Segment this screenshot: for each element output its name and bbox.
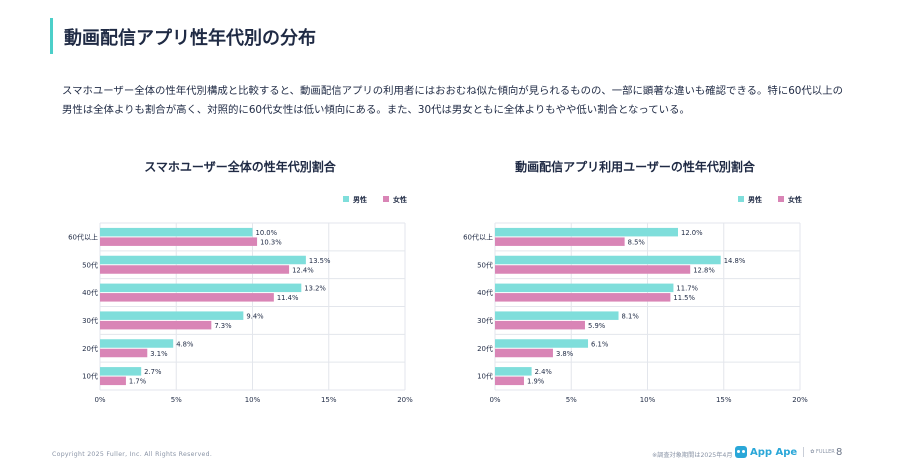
bar-male xyxy=(495,227,678,237)
bar-female xyxy=(495,237,625,246)
category-label: 30代 xyxy=(477,316,493,325)
category-label: 60代以上 xyxy=(68,232,98,241)
category-label: 20代 xyxy=(477,344,493,353)
data-label: 13.5% xyxy=(309,257,331,265)
x-tick-label: 20% xyxy=(397,396,413,404)
chart-all-users: スマホユーザー全体の性年代別割合 0% 5% 10% 15% 20% 60代以上 10.0%… xyxy=(60,150,420,410)
category-label: 10代 xyxy=(477,372,493,381)
fuller-logo-text: ✿ FULLER xyxy=(810,449,835,455)
logo-text: App Ape xyxy=(750,446,798,458)
bar-female xyxy=(100,348,148,358)
bar-male xyxy=(495,255,721,265)
category-label: 40代 xyxy=(82,288,98,297)
bar-female xyxy=(495,265,691,274)
data-label: 3.8% xyxy=(556,350,574,358)
data-label: 2.4% xyxy=(535,368,553,376)
legend-label-female: 女性 xyxy=(393,195,407,204)
data-label: 5.9% xyxy=(588,322,606,330)
legend-swatch-male xyxy=(343,196,349,202)
legend-label-male: 男性 xyxy=(748,195,762,204)
chart-title: 動画配信アプリ利用ユーザーの性年代別割合 xyxy=(515,160,755,174)
x-tick-label: 10% xyxy=(245,396,261,404)
legend-swatch-female xyxy=(778,196,784,202)
bar-female xyxy=(100,237,258,246)
bar-male xyxy=(100,339,174,348)
x-tick-label: 15% xyxy=(321,396,337,404)
bar-female xyxy=(100,376,126,386)
data-label: 8.5% xyxy=(628,238,646,246)
bar-male xyxy=(495,311,619,320)
title-accent-bar xyxy=(50,18,53,54)
data-label: 11.5% xyxy=(673,294,695,302)
x-tick-label: 5% xyxy=(566,396,577,404)
data-label: 12.4% xyxy=(292,266,314,274)
app-ape-logo: App Ape ✿ FULLER xyxy=(735,446,835,458)
chart-svg: 0% 5% 10% 15% 20% 60代以上 10.0%10.3% 50代 13.5%12.4… xyxy=(68,195,413,404)
bar-female xyxy=(495,320,585,330)
data-label: 2.7% xyxy=(144,368,162,376)
survey-note: ※調査対象期間は2025年4月 xyxy=(652,452,733,459)
bar-male xyxy=(495,367,532,376)
chart-title: スマホユーザー全体の性年代別割合 xyxy=(144,160,336,174)
legend-swatch-female xyxy=(383,196,389,202)
data-label: 12.0% xyxy=(681,229,703,237)
x-tick-label: 15% xyxy=(716,396,732,404)
app-ape-icon xyxy=(735,446,747,458)
bar-female xyxy=(495,376,524,386)
bar-male xyxy=(100,311,244,320)
x-tick-label: 10% xyxy=(640,396,656,404)
bar-female xyxy=(100,293,274,302)
category-label: 20代 xyxy=(82,344,98,353)
legend-label-female: 女性 xyxy=(788,195,802,204)
data-label: 7.3% xyxy=(214,322,232,330)
x-tick-label: 20% xyxy=(792,396,808,404)
page-title: 動画配信アプリ性年代別の分布 xyxy=(64,28,316,49)
bar-male xyxy=(100,283,302,293)
data-label: 8.1% xyxy=(622,312,640,320)
copyright: Copyright 2025 Fuller, Inc. All Rights R… xyxy=(52,451,213,458)
category-label: 50代 xyxy=(477,260,493,269)
bar-female xyxy=(495,348,553,358)
legend-swatch-male xyxy=(738,196,744,202)
category-label: 40代 xyxy=(477,288,493,297)
data-label: 11.4% xyxy=(277,294,299,302)
category-label: 30代 xyxy=(82,316,98,325)
intro-text: スマホユーザー全体の性年代別構成と比較すると、動画配信アプリの利用者にはおおむね… xyxy=(62,85,843,116)
data-label: 12.8% xyxy=(693,266,715,274)
x-tick-label: 0% xyxy=(94,396,105,404)
logo-divider xyxy=(803,447,805,457)
bar-female xyxy=(100,320,212,330)
chart-video-app-users: 動画配信アプリ利用ユーザーの性年代別割合 0% 5% 10% 15% 20% 60代以上 1… xyxy=(455,150,815,410)
data-label: 4.8% xyxy=(176,340,194,348)
data-label: 10.0% xyxy=(256,229,278,237)
bar-male xyxy=(100,255,306,265)
bar-female xyxy=(495,293,671,302)
category-label: 50代 xyxy=(82,260,98,269)
data-label: 9.4% xyxy=(246,312,264,320)
x-tick-label: 5% xyxy=(171,396,182,404)
bar-female xyxy=(100,265,290,274)
bar-male xyxy=(100,367,142,376)
data-label: 1.9% xyxy=(527,378,545,386)
data-label: 13.2% xyxy=(304,285,326,293)
data-label: 1.7% xyxy=(129,378,147,386)
x-tick-label: 0% xyxy=(489,396,500,404)
data-label: 10.3% xyxy=(260,238,282,246)
bar-male xyxy=(495,283,674,293)
data-label: 11.7% xyxy=(676,285,698,293)
category-label: 10代 xyxy=(82,372,98,381)
page-number: 8 xyxy=(836,447,843,458)
legend-label-male: 男性 xyxy=(353,195,367,204)
data-label: 14.8% xyxy=(724,257,746,265)
data-label: 6.1% xyxy=(591,340,609,348)
bar-male xyxy=(100,227,253,237)
category-label: 60代以上 xyxy=(463,232,493,241)
bar-male xyxy=(495,339,589,348)
chart-svg: 0% 5% 10% 15% 20% 60代以上 12.0% 8.5% 50代 14.8% 12.8%… xyxy=(463,195,808,404)
data-label: 3.1% xyxy=(150,350,168,358)
